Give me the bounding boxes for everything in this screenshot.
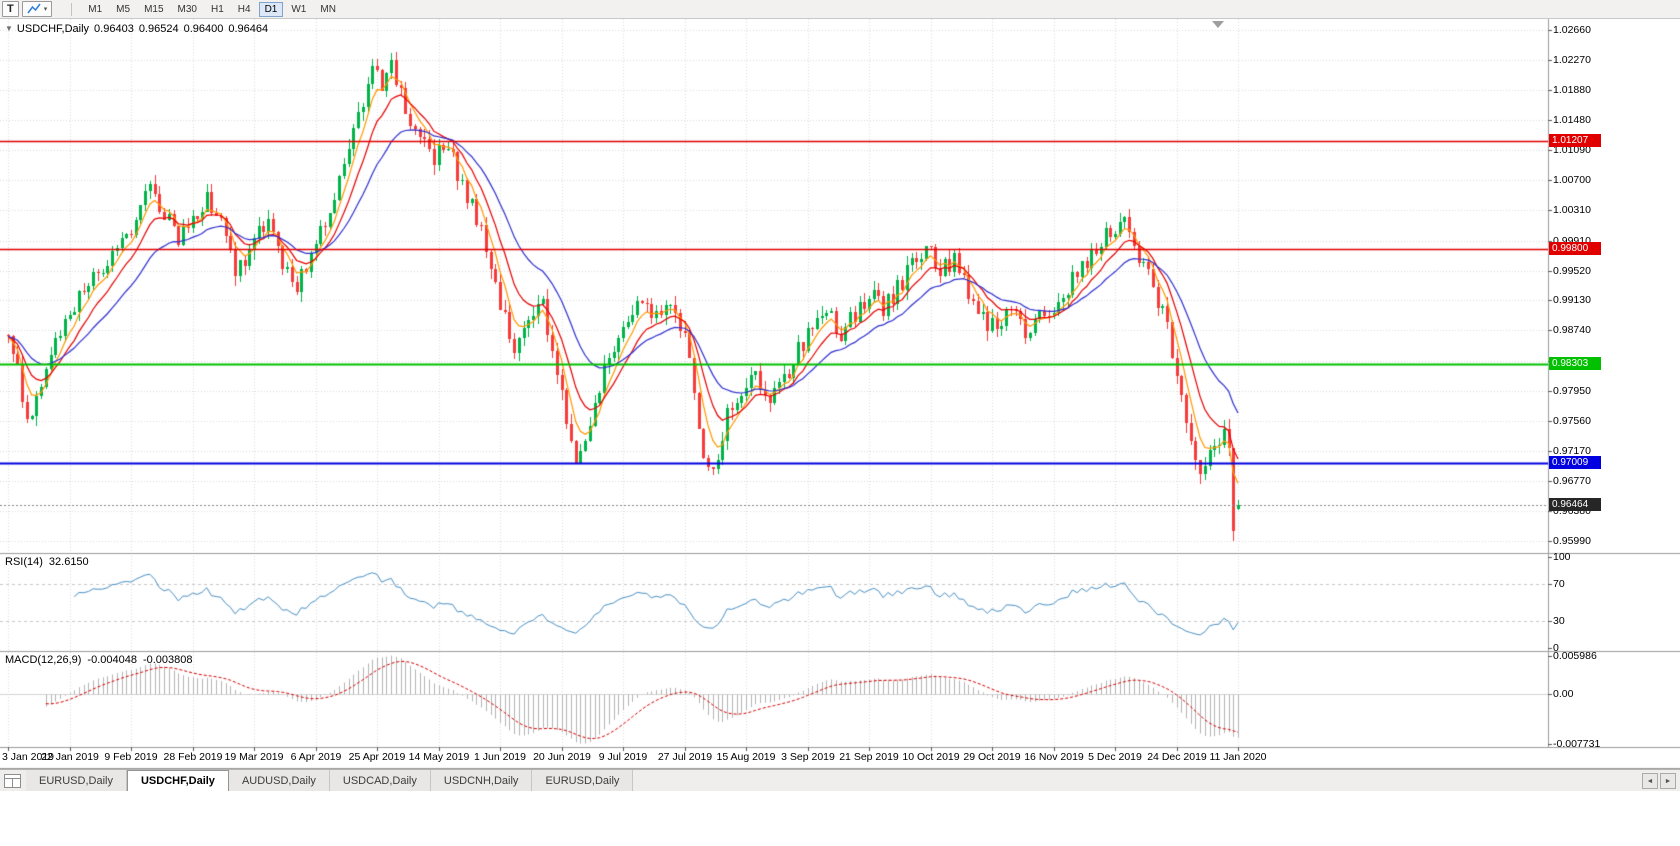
rsi-indicator-label: RSI(14) 32.6150 xyxy=(5,556,89,568)
chart-tab-2-audusd-daily[interactable]: AUDUSD,Daily xyxy=(228,770,330,791)
date-axis-label: 24 Dec 2019 xyxy=(1147,751,1207,763)
chart-tab-3-usdcad-daily[interactable]: USDCAD,Daily xyxy=(329,770,431,791)
date-axis-label: 29 Oct 2019 xyxy=(963,751,1021,763)
price-axis-label: 1.00700 xyxy=(1553,174,1591,186)
date-axis-label: 15 Aug 2019 xyxy=(716,751,776,763)
macd-main-value: -0.004048 xyxy=(87,654,137,666)
date-axis-label: 3 Jan 2019 xyxy=(2,751,54,763)
rsi-axis-label: 70 xyxy=(1553,578,1565,590)
macd-axis-label: 0.005986 xyxy=(1553,650,1597,662)
price-chart-canvas[interactable] xyxy=(0,19,1680,769)
date-axis-label: 9 Feb 2019 xyxy=(104,751,158,763)
price-axis-label: 0.96770 xyxy=(1553,475,1591,487)
drawing-tools-icon xyxy=(27,3,41,14)
chart-tab-4-usdcnh-daily[interactable]: USDCNH,Daily xyxy=(430,770,533,791)
close-value: 0.96464 xyxy=(228,23,269,35)
rsi-value: 32.6150 xyxy=(48,556,89,568)
text-tool-label: T xyxy=(7,3,14,15)
date-axis-label: 10 Oct 2019 xyxy=(902,751,960,763)
text-tool-button[interactable]: T xyxy=(2,1,19,17)
tabs-scroll-right-button[interactable]: ► xyxy=(1660,773,1676,789)
macd-signal-value: -0.003808 xyxy=(142,654,193,666)
timeframe-button-d1[interactable]: D1 xyxy=(258,1,284,17)
timeframe-button-m15[interactable]: M15 xyxy=(138,2,169,17)
price-axis-label: 1.01880 xyxy=(1553,84,1591,96)
price-axis-label: 0.95990 xyxy=(1553,535,1591,547)
chart-tabs: EURUSD,Daily USDCHF,Daily AUDUSD,Daily USDC… xyxy=(26,770,634,791)
timeframe-button-m1[interactable]: M1 xyxy=(82,2,108,17)
timeframes-toolbar: T ▾ M1 M5 M15 M30 H1 H4 D1 W1 MN xyxy=(0,0,1680,19)
tabs-scroll-left-button[interactable]: ◄ xyxy=(1642,773,1658,789)
dropdown-caret-icon: ▾ xyxy=(43,6,48,13)
price-axis-label: 1.01090 xyxy=(1553,144,1591,156)
date-axis-label: 22 Jan 2019 xyxy=(41,751,99,763)
rsi-name: RSI(14) xyxy=(5,556,43,568)
timeframe-button-mn[interactable]: MN xyxy=(314,2,342,17)
date-axis-label: 25 Apr 2019 xyxy=(348,751,406,763)
date-axis-label: 6 Apr 2019 xyxy=(290,751,342,763)
price-axis-label: 1.02660 xyxy=(1553,24,1591,36)
low-value: 0.96400 xyxy=(183,23,224,35)
price-axis-label: 1.00310 xyxy=(1553,204,1591,216)
toolbar-separator xyxy=(71,2,73,16)
collapse-chart-icon[interactable]: ▼ xyxy=(5,24,13,33)
date-axis-label: 20 Jun 2019 xyxy=(533,751,591,763)
price-level-badge-0.97009[interactable]: 0.97009 xyxy=(1549,456,1601,469)
chart-window: ▼ USDCHF,Daily 0.96403 0.96524 0.96400 0.9646… xyxy=(0,19,1680,769)
date-axis-label: 3 Sep 2019 xyxy=(781,751,835,763)
chart-tab-5-eurusd-daily[interactable]: EURUSD,Daily xyxy=(532,770,634,791)
price-axis-label: 0.97170 xyxy=(1553,445,1591,457)
price-axis-label: 1.02270 xyxy=(1553,54,1591,66)
price-axis-label: 1.01480 xyxy=(1553,114,1591,126)
timeframe-button-m5[interactable]: M5 xyxy=(110,2,136,17)
timeframe-button-h1[interactable]: H1 xyxy=(205,2,230,17)
macd-axis-label: -0.007731 xyxy=(1553,738,1601,750)
date-axis-label: 11 Jan 2020 xyxy=(1209,751,1267,763)
date-axis-label: 19 Mar 2019 xyxy=(224,751,284,763)
rsi-axis-label: 0 xyxy=(1553,642,1559,654)
high-value: 0.96524 xyxy=(138,23,179,35)
price-axis-label: 0.97560 xyxy=(1553,415,1591,427)
tab-scroll-buttons: ◄ ► xyxy=(1640,773,1676,789)
chart-ohlc-title: ▼ USDCHF,Daily 0.96403 0.96524 0.96400 0.9646… xyxy=(5,23,268,35)
timeframe-button-m30[interactable]: M30 xyxy=(172,2,203,17)
date-axis-label: 1 Jun 2019 xyxy=(474,751,526,763)
chart-tabs-bar: EURUSD,Daily USDCHF,Daily AUDUSD,Daily USDC… xyxy=(0,769,1680,791)
price-level-badge-0.98303[interactable]: 0.98303 xyxy=(1549,357,1601,370)
rsi-axis-label: 30 xyxy=(1553,615,1565,627)
macd-name: MACD(12,26,9) xyxy=(5,654,82,666)
date-axis-label: 28 Feb 2019 xyxy=(163,751,223,763)
date-axis-label: 21 Sep 2019 xyxy=(839,751,899,763)
price-axis-label: 0.97950 xyxy=(1553,385,1591,397)
timeframe-button-h4[interactable]: H4 xyxy=(232,2,257,17)
open-value: 0.96403 xyxy=(94,23,134,35)
chart-shift-marker[interactable] xyxy=(1212,21,1224,28)
price-level-badge-1.01207[interactable]: 1.01207 xyxy=(1549,134,1601,147)
date-axis-label: 5 Dec 2019 xyxy=(1088,751,1142,763)
price-level-badge-0.99800[interactable]: 0.99800 xyxy=(1549,242,1601,255)
timeframe-buttons-group: M1 M5 M15 M30 H1 H4 D1 W1 MN xyxy=(82,1,344,17)
price-axis-label: 0.99520 xyxy=(1553,265,1591,277)
rsi-axis-label: 100 xyxy=(1553,551,1571,563)
date-axis-label: 16 Nov 2019 xyxy=(1024,751,1084,763)
drawing-tools-button[interactable]: ▾ xyxy=(21,1,53,17)
timeframe-button-w1[interactable]: W1 xyxy=(285,2,312,17)
price-axis-label: 0.99130 xyxy=(1553,294,1591,306)
date-axis-label: 27 Jul 2019 xyxy=(657,751,713,763)
chart-tab-0-eurusd-daily[interactable]: EURUSD,Daily xyxy=(26,770,127,791)
macd-indicator-label: MACD(12,26,9) -0.004048 -0.003808 xyxy=(5,654,193,666)
price-axis-label: 0.98740 xyxy=(1553,324,1591,336)
macd-axis-label: 0.00 xyxy=(1553,688,1574,700)
date-axis-label: 14 May 2019 xyxy=(408,751,470,763)
chart-tab-1-usdchf-daily[interactable]: USDCHF,Daily xyxy=(126,770,229,791)
date-axis-label: 9 Jul 2019 xyxy=(598,751,648,763)
symbol-period-label: USDCHF,Daily xyxy=(16,23,90,35)
current-price-badge: 0.96464 xyxy=(1549,498,1601,511)
charts-grid-icon[interactable] xyxy=(4,773,21,788)
